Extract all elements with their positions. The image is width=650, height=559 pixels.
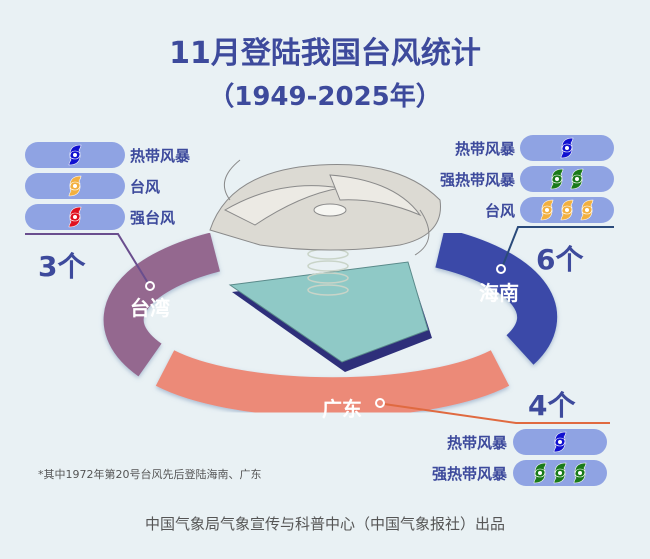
- taiwan-typhoon-pill: [25, 173, 125, 199]
- hainan-arc: [435, 228, 558, 365]
- taiwan-marker: [145, 281, 155, 291]
- typhoon-symbol-icon: [540, 199, 554, 221]
- guangdong-severe_tropical_storm-label: 强热带风暴: [431, 465, 507, 483]
- typhoon-symbol-icon: [580, 199, 594, 221]
- guangdong-tropical_storm-pill: [513, 429, 607, 455]
- guangdong-count: 4个: [528, 389, 576, 422]
- typhoon-symbol-icon: [560, 137, 574, 159]
- taiwan-tropical_storm-pill: [25, 142, 125, 168]
- taiwan-count: 3个: [38, 250, 86, 283]
- hainan-typhoon-pill: [520, 197, 614, 223]
- taiwan-tropical_storm-label: 热带风暴: [130, 147, 191, 165]
- region-label-hainan: 海南: [479, 281, 519, 305]
- hainan-typhoon-label: 台风: [484, 202, 515, 220]
- typhoon-symbol-icon: [570, 168, 584, 190]
- hainan-count: 6个: [536, 243, 584, 276]
- typhoon-symbol-icon: [573, 462, 587, 484]
- typhoon-symbol-icon: [533, 462, 547, 484]
- typhoon-symbol-icon: [68, 206, 82, 228]
- hainan-marker: [496, 264, 506, 274]
- typhoon-symbol-icon: [68, 144, 82, 166]
- hainan-tropical_storm-pill: [520, 135, 614, 161]
- typhoon-symbol-icon: [550, 168, 564, 190]
- typhoon-symbol-icon: [553, 462, 567, 484]
- island: [228, 261, 429, 363]
- guangdong-tropical_storm-label: 热带风暴: [446, 434, 507, 452]
- footnote: *其中1972年第20号台风先后登陆海南、广东: [38, 468, 262, 481]
- page-title: 11月登陆我国台风统计: [169, 36, 481, 71]
- typhoon-symbol-icon: [68, 175, 82, 197]
- page-subtitle: （1949-2025年）: [208, 82, 442, 112]
- hainan-severe_tropical_storm-label: 强热带风暴: [439, 171, 515, 189]
- credit-footer: 中国气象局气象宣传与科普中心（中国气象报社）出品: [144, 515, 505, 533]
- hainan-severe_tropical_storm-pill: [520, 166, 614, 192]
- taiwan-leader-line: [25, 233, 149, 284]
- taiwan-strong_typhoon-pill: [25, 204, 125, 230]
- guangdong-marker: [375, 398, 385, 408]
- guangdong-arc: [155, 350, 510, 418]
- guangdong-leader-line: [383, 403, 610, 424]
- taiwan-typhoon-label: 台风: [130, 178, 161, 196]
- region-label-guangdong: 广东: [322, 397, 362, 421]
- region-label-taiwan: 台湾: [130, 296, 170, 320]
- typhoon-cloud-illustration: [209, 159, 441, 256]
- hainan-tropical_storm-label: 热带风暴: [454, 140, 515, 158]
- guangdong-severe_tropical_storm-pill: [513, 460, 607, 486]
- taiwan-strong_typhoon-label: 强台风: [130, 209, 176, 227]
- taiwan-arc: [103, 232, 221, 377]
- hainan-leader-line: [502, 226, 614, 266]
- typhoon-symbol-icon: [560, 199, 574, 221]
- typhoon-symbol-icon: [553, 431, 567, 453]
